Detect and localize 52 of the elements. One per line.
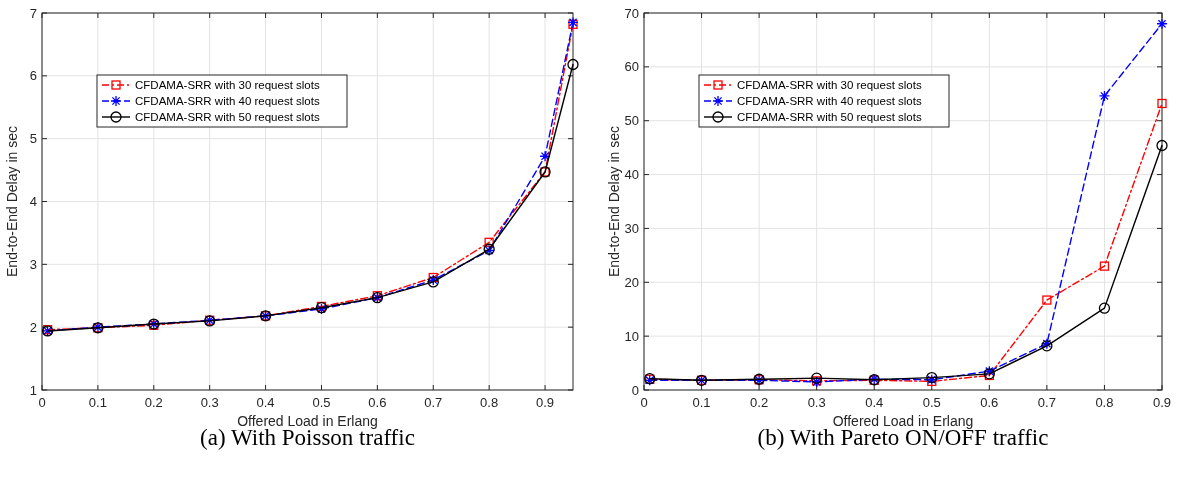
y-tick-label: 6 bbox=[29, 68, 37, 84]
legend-label: CFDAMA-SRR with 40 request slots bbox=[135, 95, 320, 107]
y-tick-label: 5 bbox=[29, 131, 37, 147]
x-tick-label: 0.9 bbox=[1152, 395, 1172, 410]
y-tick-label: 40 bbox=[624, 167, 639, 183]
y-axis-title: End-to-End Delay in sec bbox=[606, 126, 622, 277]
legend-label: CFDAMA-SRR with 30 request slots bbox=[737, 79, 922, 91]
point bbox=[539, 150, 551, 162]
point bbox=[1098, 90, 1111, 102]
y-tick-label: 20 bbox=[624, 274, 639, 290]
legend-label: CFDAMA-SRR with 50 request slots bbox=[135, 111, 320, 123]
x-tick-label: 0.5 bbox=[312, 395, 331, 410]
y-tick-label: 10 bbox=[624, 328, 639, 344]
y-tick-label: 30 bbox=[624, 220, 639, 236]
point bbox=[1099, 261, 1110, 271]
point bbox=[1156, 139, 1168, 152]
x-tick-label: 0.4 bbox=[865, 395, 884, 410]
x-tick-label: 0.1 bbox=[88, 395, 107, 410]
x-tick-label: 0.7 bbox=[424, 395, 443, 410]
x-tick-label: 0.2 bbox=[750, 395, 769, 410]
point bbox=[567, 58, 579, 71]
x-tick-label: 0.9 bbox=[536, 395, 555, 410]
x-tick-label: 0.7 bbox=[1037, 395, 1056, 410]
y-tick-label: 2 bbox=[29, 319, 37, 335]
y-tick-label: 60 bbox=[624, 59, 639, 75]
legend-label: CFDAMA-SRR with 30 request slots bbox=[135, 79, 320, 91]
x-tick-label: 0.6 bbox=[980, 395, 999, 410]
x-tick-label: 0.2 bbox=[144, 395, 163, 410]
y-tick-label: 0 bbox=[631, 382, 639, 398]
x-tick-label: 0.3 bbox=[807, 395, 826, 410]
legend-label: CFDAMA-SRR with 50 request slots bbox=[737, 111, 922, 123]
point bbox=[484, 237, 494, 247]
y-tick-label: 7 bbox=[29, 5, 37, 21]
x-tick-label: 0.8 bbox=[480, 395, 499, 410]
legend-label: CFDAMA-SRR with 40 request slots bbox=[737, 95, 922, 107]
y-tick-label: 1 bbox=[29, 382, 37, 398]
point bbox=[1042, 295, 1052, 305]
point bbox=[1157, 98, 1167, 109]
y-tick-label: 3 bbox=[29, 256, 37, 272]
point bbox=[1156, 18, 1168, 30]
x-tick-label: 0.5 bbox=[922, 395, 941, 410]
y-axis-title: End-to-End Delay in sec bbox=[4, 126, 20, 277]
point bbox=[1098, 302, 1111, 314]
x-tick-label: 0.4 bbox=[256, 395, 275, 410]
x-tick-label: 0.1 bbox=[692, 395, 711, 410]
y-tick-label: 50 bbox=[624, 113, 639, 129]
y-tick-label: 70 bbox=[624, 5, 639, 21]
point bbox=[811, 372, 823, 384]
x-tick-label: 0.8 bbox=[1095, 395, 1114, 410]
x-tick-label: 0.6 bbox=[368, 395, 387, 410]
x-tick-label: 0.3 bbox=[200, 395, 219, 410]
y-tick-label: 4 bbox=[29, 194, 37, 209]
